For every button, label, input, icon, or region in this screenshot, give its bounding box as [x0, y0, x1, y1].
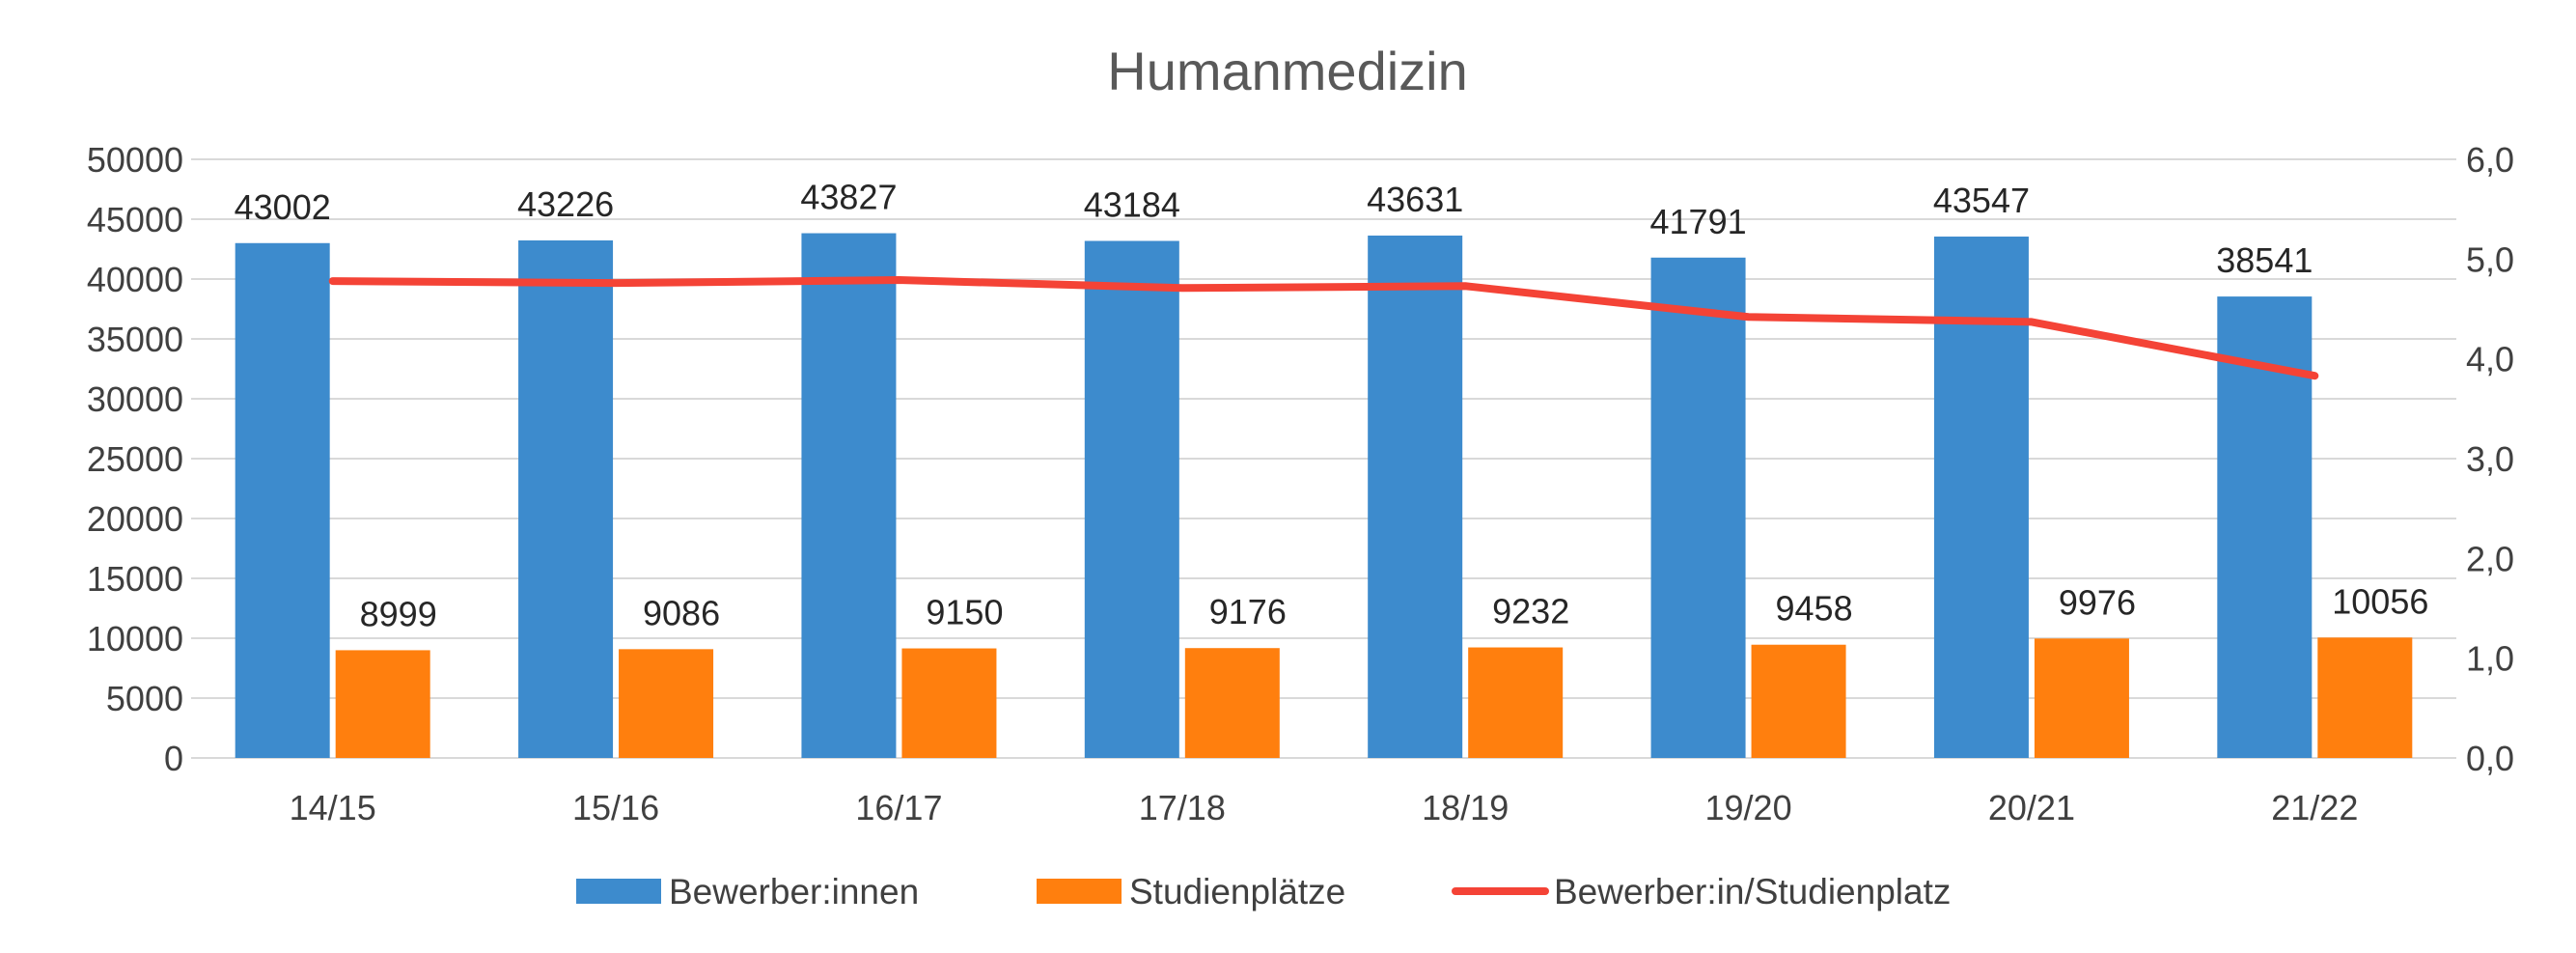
y-right-tick-label: 1,0: [2466, 639, 2514, 679]
bar: [2034, 638, 2129, 758]
bar: [335, 650, 430, 758]
y-left-tick-label: 30000: [87, 379, 183, 419]
y-right-tick-label: 6,0: [2466, 140, 2514, 180]
legend-label: Bewerber:innen: [669, 872, 919, 911]
bar: [619, 649, 714, 758]
bar: [1084, 240, 1179, 758]
y-right-tick-label: 4,0: [2466, 340, 2514, 379]
y-left-tick-label: 50000: [87, 140, 183, 180]
data-label: 9976: [2059, 582, 2136, 622]
y-left-tick-label: 0: [164, 739, 183, 778]
y-left-tick-label: 40000: [87, 260, 183, 299]
data-label: 43226: [517, 184, 614, 224]
y-left-tick-label: 45000: [87, 200, 183, 239]
legend-label: Bewerber:in/Studienplatz: [1554, 872, 1951, 911]
bar: [1933, 237, 2029, 758]
legend-swatch: [576, 879, 661, 904]
data-label: 43547: [1933, 181, 2030, 220]
data-label: 10056: [2332, 581, 2428, 621]
y-left-tick-label: 15000: [87, 559, 183, 599]
bar: [518, 239, 614, 758]
bar: [1650, 257, 1746, 758]
bar: [235, 242, 330, 758]
data-label: 43827: [800, 178, 897, 217]
bar: [1751, 644, 1846, 758]
legend: Bewerber:innen Studienplätze Bewerber:in/S…: [576, 872, 1951, 911]
y-right-tick-label: 3,0: [2466, 439, 2514, 479]
data-label: 41791: [1650, 202, 1747, 241]
bar: [901, 648, 997, 758]
right-axis: 0,0 1,0 2,0 3,0 4,0 5,0 6,0: [2466, 140, 2514, 778]
y-left-tick-label: 35000: [87, 320, 183, 359]
y-left-tick-label: 10000: [87, 619, 183, 659]
y-left-tick-label: 5000: [106, 679, 183, 718]
data-label: 43184: [1084, 185, 1180, 225]
x-tick-label: 21/22: [2271, 788, 2358, 827]
bar: [2317, 637, 2413, 758]
bars: 43002 8999 43226 9086 43827 9150 43184 9176 4363…: [235, 178, 2428, 759]
bar: [1468, 647, 1564, 758]
bar: [1184, 648, 1280, 758]
y-right-tick-label: 5,0: [2466, 239, 2514, 279]
x-tick-label: 20/21: [1988, 788, 2075, 827]
data-label: 38541: [2216, 240, 2313, 280]
x-tick-label: 16/17: [855, 788, 942, 827]
data-label: 9176: [1209, 592, 1287, 631]
series-line: [328, 276, 2319, 380]
x-tick-label: 19/20: [1705, 788, 1792, 827]
y-right-tick-label: 0,0: [2466, 739, 2514, 778]
y-left-tick-label: 20000: [87, 499, 183, 539]
data-label: 9086: [643, 593, 720, 632]
y-left-tick-label: 25000: [87, 439, 183, 479]
data-label: 43002: [235, 187, 331, 227]
left-axis: 0 5000 10000 15000 20000 25000 30000 35000 40000…: [87, 140, 183, 778]
data-label: 9232: [1492, 592, 1569, 631]
data-label: 8999: [360, 594, 437, 633]
data-label: 9458: [1776, 589, 1853, 629]
x-axis: 14/15 15/16 16/17 17/18 18/19 19/20 20/21 21/22: [290, 788, 2359, 827]
x-tick-label: 14/15: [290, 788, 376, 827]
legend-label: Studienplätze: [1129, 872, 1345, 911]
x-tick-label: 15/16: [572, 788, 659, 827]
x-tick-label: 18/19: [1422, 788, 1509, 827]
x-tick-label: 17/18: [1139, 788, 1226, 827]
chart-title: Humanmedizin: [1107, 41, 1468, 101]
data-label: 9150: [926, 593, 1003, 632]
data-label: 43631: [1367, 180, 1463, 219]
y-right-tick-label: 2,0: [2466, 539, 2514, 578]
bar: [1368, 235, 1463, 759]
bar: [801, 233, 897, 759]
ratio-line: [328, 276, 2319, 380]
legend-swatch: [1037, 879, 1122, 904]
